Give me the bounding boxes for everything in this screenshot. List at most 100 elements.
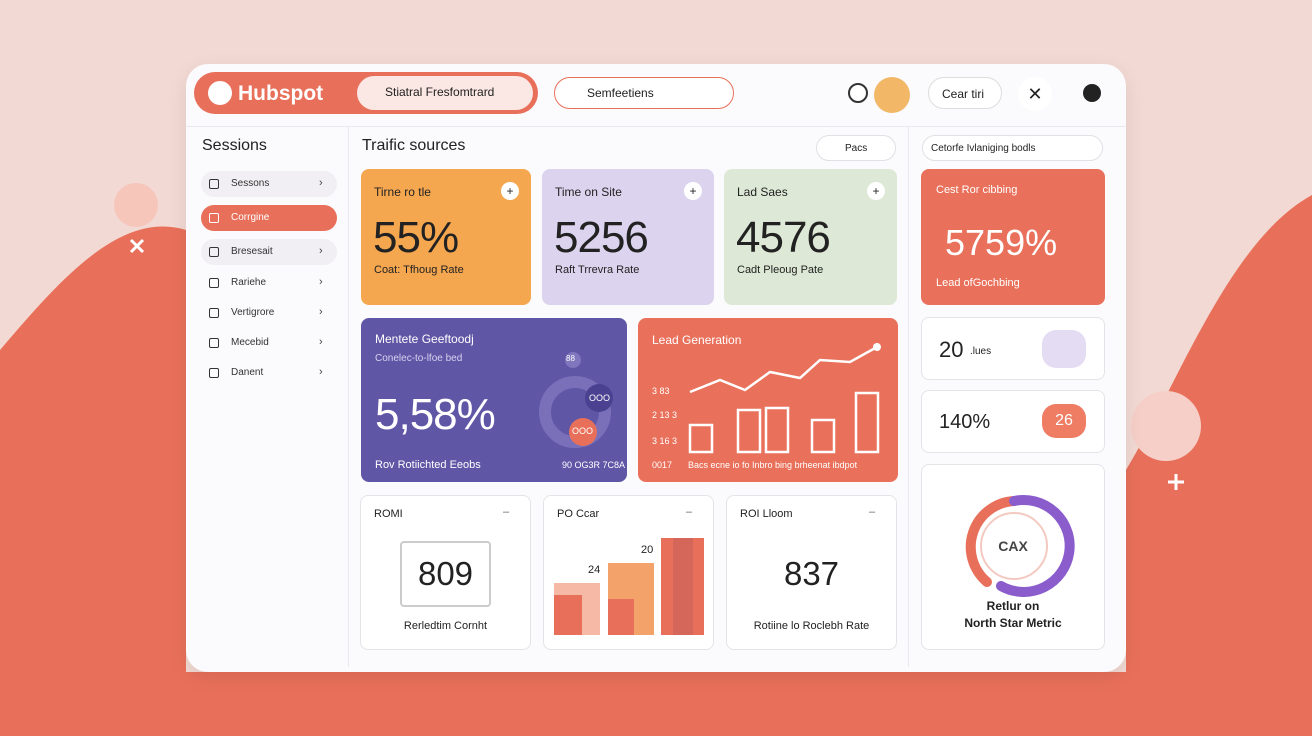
caption: Raft Trrevra Rate xyxy=(555,264,640,276)
chevron: › xyxy=(319,245,323,257)
nav-item[interactable]: Vertigrore xyxy=(231,307,275,318)
y-label: 2 13 3 xyxy=(652,410,678,420)
search[interactable]: Semfeetiens xyxy=(554,77,734,109)
plus: + xyxy=(501,182,519,200)
caption: Rerledtim Cornht xyxy=(403,620,488,632)
nav-icon xyxy=(209,338,219,348)
engagement-card xyxy=(361,318,627,482)
caption: North Star Metric xyxy=(964,616,1062,630)
nav-item[interactable]: Corrgine xyxy=(231,212,270,223)
icon xyxy=(1042,330,1086,368)
lead-card xyxy=(638,318,898,482)
bubble-label: OOO xyxy=(572,426,594,436)
title: ROI Lloom xyxy=(740,508,793,520)
chevron: › xyxy=(319,276,323,288)
close[interactable]: ✕ xyxy=(1018,77,1052,111)
active-pill xyxy=(201,205,337,231)
chevron: › xyxy=(319,177,323,189)
caption: Lead ofGochbing xyxy=(936,277,1020,289)
more: – xyxy=(869,506,876,518)
nav-item[interactable]: Mecebid xyxy=(231,337,269,348)
title: Mentete Geeftoodj xyxy=(375,332,474,346)
label: Time on Site xyxy=(555,185,622,199)
nav-icon xyxy=(209,247,219,257)
nav-icon xyxy=(209,278,219,288)
po-chart xyxy=(554,538,704,635)
engagement-graphic xyxy=(539,352,613,448)
nav-icon xyxy=(209,179,219,189)
more: – xyxy=(503,506,510,518)
y-label: 0017 xyxy=(652,460,673,470)
filter[interactable]: Pacs xyxy=(816,135,896,161)
nav-item[interactable]: Rariehe xyxy=(231,277,267,288)
item-pill xyxy=(201,239,337,265)
plus: + xyxy=(684,182,702,200)
caption: Rotiine lo Roclebh Rate xyxy=(753,620,870,632)
sidebar-title: Sessions xyxy=(202,137,267,154)
label: .lues xyxy=(970,346,992,357)
value: 55% xyxy=(373,213,459,262)
main-title: Traific sources xyxy=(362,137,466,154)
nav-item[interactable]: Bresesait xyxy=(231,246,273,257)
tab[interactable]: Stiatral Fresfomtrard xyxy=(357,76,533,110)
divider xyxy=(186,126,1126,127)
bar-label: 24 xyxy=(588,564,601,576)
more: – xyxy=(686,506,693,518)
right-button[interactable]: Cetorfe Ivlaniging bodls xyxy=(922,135,1103,161)
caption: Cadt Pleoug Pate xyxy=(737,264,824,276)
icon[interactable] xyxy=(848,83,868,103)
chevron: › xyxy=(319,366,323,378)
gauge-center: CAX xyxy=(998,538,1028,554)
label: Tirne ro tle xyxy=(374,185,431,199)
code: 90 OG3R 7C8A xyxy=(562,460,626,470)
caption: Bacs ecne io fo Inbro bing brheenat ibdp… xyxy=(688,460,858,470)
brand: Hubspot xyxy=(238,82,324,105)
y-label: 3 16 3 xyxy=(652,436,678,446)
nav-icon xyxy=(209,213,219,223)
lead-chart xyxy=(688,343,881,454)
value: 5256 xyxy=(554,213,649,262)
caption: Retlur on xyxy=(986,599,1040,613)
y-label: 3 83 xyxy=(652,386,670,396)
value: 4576 xyxy=(736,213,831,262)
item-pill xyxy=(201,171,337,197)
caption: Coat: Tfhoug Rate xyxy=(374,264,464,276)
value: 5,58% xyxy=(375,390,496,439)
nav-item[interactable]: Danent xyxy=(231,367,264,378)
bubble-label: 88 xyxy=(566,354,575,363)
label: Lad Saes xyxy=(737,185,788,199)
nav-icon xyxy=(209,368,219,378)
divider xyxy=(348,127,349,667)
roi-card xyxy=(726,495,897,650)
badge: 26 xyxy=(1042,404,1086,438)
romi-card xyxy=(360,495,531,650)
value: 140% xyxy=(939,411,991,433)
caption: Rov Rotiichted Eeobs xyxy=(375,459,481,471)
bar-label: 20 xyxy=(641,544,654,556)
avatar[interactable] xyxy=(874,77,910,113)
gauge xyxy=(965,494,1075,597)
bubble-label: OOO xyxy=(589,393,611,403)
value: 20 xyxy=(939,337,964,362)
title: PO Ccar xyxy=(557,508,600,520)
chevron: › xyxy=(319,306,323,318)
label: Cest Ror cibbing xyxy=(936,184,1018,196)
menu-icon[interactable] xyxy=(1083,84,1101,102)
title: ROMI xyxy=(374,508,403,520)
divider xyxy=(908,127,909,667)
gauge-card xyxy=(921,464,1105,650)
title: Lead Generation xyxy=(652,333,742,347)
plus: + xyxy=(867,182,885,200)
frame xyxy=(400,541,491,607)
nav-item[interactable]: Sessons xyxy=(231,178,270,189)
nav-icon xyxy=(209,308,219,318)
highlight-card xyxy=(921,169,1105,305)
subtitle: Conelec-to-lfoe bed xyxy=(375,353,463,364)
value: 837 xyxy=(783,555,840,592)
chevron: › xyxy=(319,336,323,348)
value: 809 xyxy=(417,555,474,592)
button[interactable]: Cear tiri xyxy=(928,77,1002,109)
value: 5759% xyxy=(945,222,1058,263)
